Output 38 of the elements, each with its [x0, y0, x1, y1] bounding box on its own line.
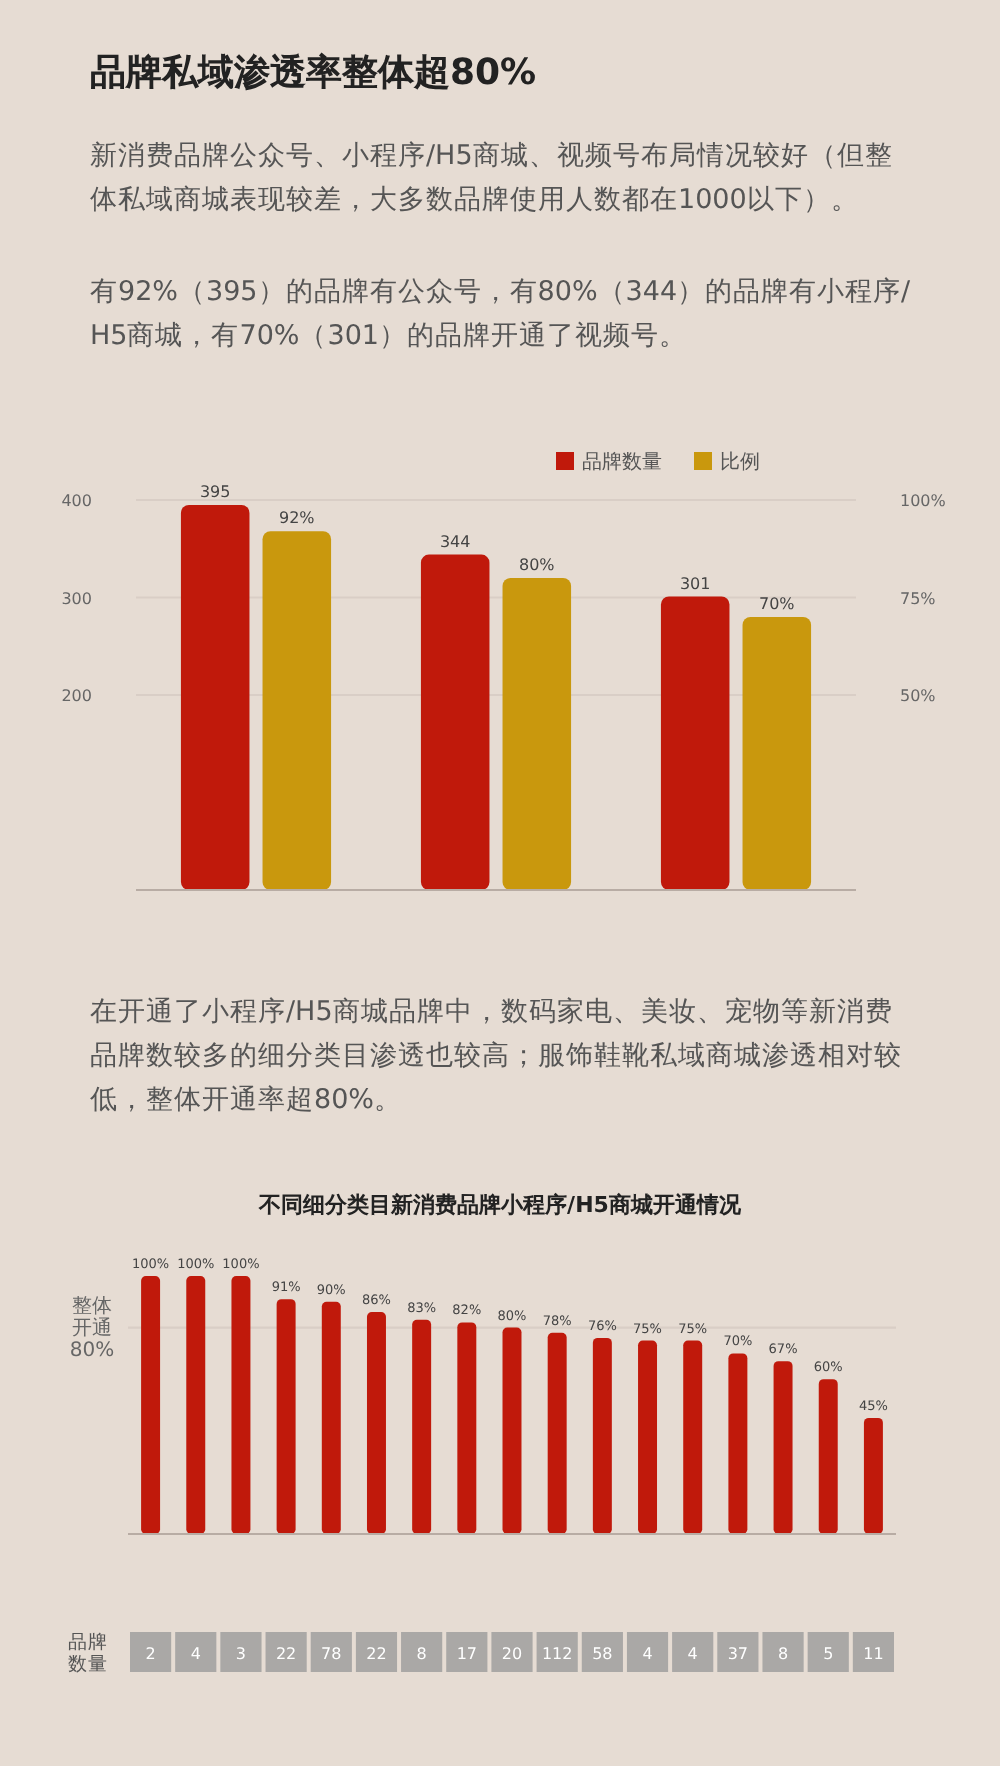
- data-label: 70%: [759, 595, 796, 613]
- y2-tick-label: 50%: [900, 687, 937, 705]
- data-label: 301: [679, 574, 711, 593]
- y-tick-label: 200: [61, 687, 92, 705]
- text: 58: [592, 1645, 613, 1663]
- data-label: 395: [199, 482, 231, 501]
- chart-title: 品牌私域渗透率整体超80%: [90, 52, 537, 94]
- text: 11: [863, 1645, 884, 1663]
- text: 22: [366, 1645, 387, 1663]
- text: 8: [777, 1645, 789, 1663]
- y2-tick-label: 100%: [900, 492, 947, 510]
- text: 有92%（395）的品牌有公众号，有80%（344）的品牌有小程序/H5商城，有70%（301）的品牌开通了视频号。: [90, 276, 912, 352]
- text: 品牌数量: [68, 1630, 108, 1676]
- y2-tick-label: 75%: [900, 589, 937, 608]
- text: 22: [275, 1645, 297, 1663]
- chart-subtitle: 在开通了小程序/H5商城品牌中，数码家电、美妆、宠物等新消费品牌数较多的细分类目渗透也较高；服饰鞋靴私域商城渗透相对较低，整体开通率超80%。: [90, 996, 902, 1116]
- ref-line-label: 整体开通80%: [69, 1293, 115, 1362]
- text: 5: [823, 1645, 834, 1663]
- data-label: 92%: [279, 509, 316, 528]
- text: 17: [456, 1645, 478, 1663]
- text: 8: [416, 1645, 427, 1663]
- text: 4: [642, 1645, 653, 1663]
- text: 4: [190, 1645, 201, 1663]
- text: 37: [727, 1645, 749, 1663]
- text: 4: [687, 1645, 698, 1663]
- data-label: 344: [439, 532, 471, 551]
- text: 20: [501, 1645, 523, 1663]
- text: 3: [235, 1645, 247, 1663]
- text: 112: [541, 1645, 573, 1663]
- data-label: 80%: [519, 556, 556, 574]
- y-tick-label: 400: [61, 492, 92, 510]
- legend-label: 品牌数量: [582, 450, 662, 474]
- text: 78: [321, 1645, 342, 1663]
- chart-title: 不同细分类目新消费品牌小程序/H5商城开通情况: [257, 1192, 743, 1218]
- chart-subtitle: 新消费品牌公众号、小程序/H5商城、视频号布局情况较好（但整体私域商城表现较差，大多数品牌使用人数都在1000以下）。: [90, 140, 893, 216]
- legend-label: 比例: [720, 450, 760, 474]
- text: 2: [145, 1645, 156, 1663]
- y-tick-label: 300: [61, 589, 92, 608]
